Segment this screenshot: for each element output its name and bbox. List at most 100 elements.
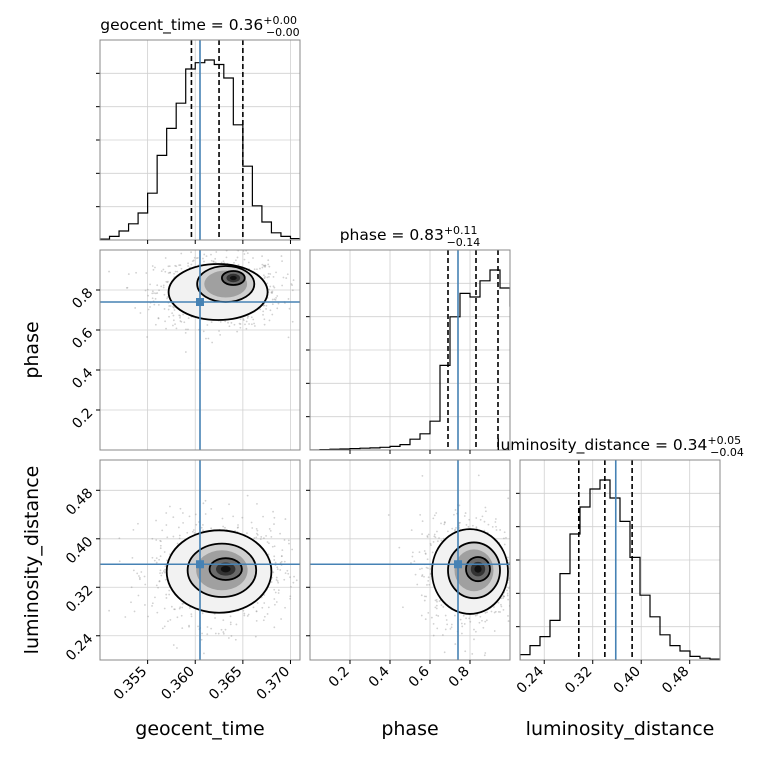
- panel-frame: [309, 249, 511, 451]
- histogram-step: [520, 479, 720, 660]
- sample-point: [502, 597, 505, 599]
- y-tick-label-phase: 0.6: [69, 325, 96, 352]
- sample-point: [126, 286, 129, 289]
- sample-point: [462, 614, 465, 617]
- sample-point: [229, 621, 232, 624]
- sample-point: [413, 560, 416, 563]
- sample-point: [252, 257, 254, 259]
- sample-point: [165, 597, 168, 599]
- sample-point: [197, 247, 199, 249]
- sample-point: [266, 613, 269, 615]
- x-tick-label-geocent_time: 0.365: [206, 664, 246, 704]
- sample-point: [138, 575, 140, 577]
- sample-point: [158, 558, 161, 561]
- sample-point: [277, 302, 280, 305]
- contour-line: [167, 263, 269, 321]
- sample-point: [180, 614, 183, 617]
- sample-point: [218, 330, 220, 332]
- sample-point: [205, 255, 208, 257]
- sample-point: [217, 632, 220, 635]
- sample-point: [206, 633, 209, 636]
- sample-point: [269, 273, 272, 275]
- sample-point: [411, 551, 414, 554]
- sample-point: [155, 557, 158, 560]
- x-tick-label-phase: 0.6: [406, 663, 433, 690]
- sample-point: [176, 270, 179, 273]
- sample-point: [279, 532, 281, 535]
- sample-point: [273, 626, 276, 629]
- sample-point: [159, 547, 162, 550]
- sample-point: [190, 263, 193, 266]
- sample-point: [232, 515, 235, 518]
- sample-point: [179, 264, 182, 267]
- sample-point: [427, 576, 430, 579]
- sample-point: [203, 253, 206, 256]
- sample-point: [252, 606, 255, 609]
- sample-point: [507, 615, 509, 617]
- sample-point: [287, 539, 290, 542]
- sample-point: [479, 615, 482, 618]
- sample-point: [167, 265, 170, 268]
- sample-point: [497, 610, 500, 613]
- sample-point: [256, 529, 259, 532]
- density-fill: [229, 275, 237, 281]
- truth-marker: [196, 298, 204, 306]
- sample-point: [163, 570, 165, 572]
- sample-point: [289, 576, 291, 579]
- sample-point: [154, 323, 157, 326]
- sample-point: [483, 654, 486, 657]
- sample-point: [275, 601, 278, 603]
- sample-point: [291, 548, 294, 551]
- sample-point: [253, 325, 256, 327]
- sample-point: [168, 505, 171, 508]
- sample-point: [153, 303, 156, 306]
- sample-point: [511, 616, 513, 618]
- sample-point: [131, 556, 134, 559]
- density-fill: [220, 565, 231, 573]
- sample-point: [227, 321, 229, 324]
- sample-point: [275, 271, 277, 274]
- sample-point: [177, 526, 180, 529]
- sample-point: [124, 616, 127, 618]
- sample-point: [159, 572, 161, 575]
- sample-point: [147, 308, 150, 311]
- sample-point: [172, 319, 175, 322]
- sample-point: [179, 606, 182, 609]
- sample-point: [464, 512, 467, 514]
- sample-point: [270, 291, 273, 293]
- sample-point: [242, 318, 245, 320]
- sample-point: [171, 312, 174, 315]
- sample-point: [237, 526, 239, 529]
- sample-point: [426, 584, 428, 586]
- sample-point: [144, 289, 147, 292]
- sample-point: [272, 571, 275, 574]
- sample-point: [158, 289, 160, 292]
- sample-point: [270, 291, 273, 294]
- sample-point: [161, 627, 164, 630]
- sample-point: [280, 555, 283, 557]
- sample-point: [433, 533, 436, 536]
- hist-title-geocent_time: geocent_time = 0.36+0.00 −0.00: [100, 14, 299, 39]
- sample-point: [291, 289, 294, 292]
- sample-point: [181, 606, 184, 609]
- sample-point: [256, 602, 259, 604]
- sample-point: [151, 556, 154, 559]
- sample-point: [263, 318, 266, 321]
- sample-point: [483, 520, 486, 523]
- sample-point: [486, 611, 488, 614]
- sample-point: [272, 275, 275, 278]
- sample-point: [514, 582, 516, 584]
- sample-point: [514, 562, 516, 564]
- sample-point: [191, 260, 194, 263]
- sample-point: [172, 314, 175, 317]
- sample-point: [156, 284, 159, 287]
- sample-point: [443, 523, 446, 526]
- sample-point: [147, 615, 149, 618]
- sample-point: [495, 525, 497, 528]
- sample-point: [138, 578, 141, 581]
- sample-point: [160, 285, 163, 288]
- sample-point: [284, 606, 286, 609]
- sample-point: [484, 506, 487, 509]
- sample-point: [272, 510, 274, 513]
- sample-point: [262, 274, 265, 277]
